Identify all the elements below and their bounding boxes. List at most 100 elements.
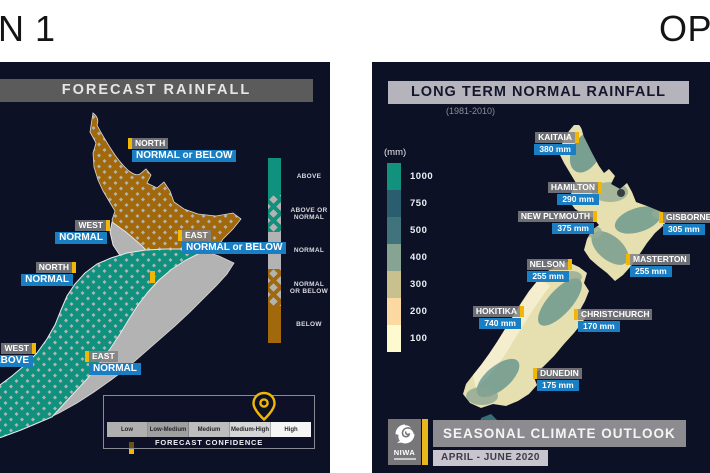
city-label-kaitaia: KAITAIA 380 mm	[534, 132, 579, 155]
outlook-period: APRIL - JUNE 2020	[433, 450, 548, 466]
option-1-title: N 1	[0, 8, 56, 49]
city-name: HAMILTON	[547, 182, 598, 193]
location-tick	[598, 182, 602, 193]
region-label-west-ni: WEST NORMAL	[55, 220, 110, 244]
niwa-swirl-icon	[395, 423, 415, 444]
location-tick	[32, 343, 36, 354]
confidence-level-low-medium: Low-Medium	[148, 422, 189, 437]
city-label-masterton: MASTERTON 255 mm	[626, 254, 690, 277]
city-label-dunedin: DUNEDIN 175 mm	[533, 368, 582, 391]
region-forecast: NORMAL or BELOW	[182, 242, 287, 254]
niwa-logo-subline	[393, 458, 416, 460]
region-label-east-ni: EAST NORMAL or BELOW	[178, 230, 287, 254]
confidence-title: FORECAST CONFIDENCE	[154, 438, 264, 447]
location-tick	[659, 212, 663, 223]
location-tick	[106, 220, 110, 231]
region-label-west-si: WEST ABOVE	[0, 343, 36, 367]
city-label-hokitika: HOKITIKA 740 mm	[472, 306, 524, 329]
region-name: EAST	[89, 351, 118, 362]
legend-item-below: BELOW	[268, 306, 329, 343]
scale-swatch-300	[387, 271, 401, 298]
city-rainfall: 290 mm	[557, 194, 599, 205]
region-forecast: ABOVE	[0, 355, 33, 367]
rainfall-color-scale: 1000 750 500 400 300 200 100	[387, 163, 433, 352]
region-label-north-si: NORTH NORMAL	[21, 262, 76, 286]
legend-item-above-or-normal: ABOVE OR NORMAL	[268, 195, 329, 232]
scale-value: 100	[410, 333, 428, 344]
scale-stop: 100	[387, 325, 433, 352]
confidence-scale: Low Low-Medium Medium Medium-High High	[107, 422, 311, 437]
city-name: NELSON	[526, 259, 568, 270]
city-label-hamilton: HAMILTON 290 mm	[547, 182, 602, 205]
confidence-level-medium: Medium	[189, 422, 230, 437]
scale-value: 300	[410, 279, 428, 290]
option-2-title: OPT	[659, 8, 710, 49]
city-name: MASTERTON	[630, 254, 690, 265]
location-tick	[626, 254, 630, 265]
location-tick	[85, 351, 89, 362]
location-tick	[128, 138, 132, 149]
region-label-east-si: EAST NORMAL	[85, 351, 141, 375]
confidence-level-low: Low	[107, 422, 148, 437]
scale-value: 500	[410, 225, 428, 236]
legend-swatch-above	[268, 158, 281, 195]
city-name: HOKITIKA	[472, 306, 520, 317]
map-location-mark	[150, 271, 155, 283]
location-tick	[574, 309, 578, 320]
location-tick	[72, 262, 76, 273]
location-tick	[593, 211, 597, 222]
city-name: GISBORNE	[663, 212, 710, 223]
scale-swatch-100	[387, 325, 401, 352]
city-rainfall: 255 mm	[630, 266, 672, 277]
scale-value: 750	[410, 198, 428, 209]
forecast-legend: ABOVE ABOVE OR NORMAL NORMAL NORMAL OR B…	[268, 158, 329, 343]
niwa-logo-text: NIWA	[393, 448, 416, 457]
scale-stop: 750	[387, 190, 433, 217]
region-name: WEST	[1, 343, 32, 354]
scale-value: 200	[410, 306, 428, 317]
region-name: NORTH	[132, 138, 169, 149]
scale-stop: 1000	[387, 163, 433, 190]
legend-label: ABOVE	[296, 173, 322, 180]
scale-stop: 500	[387, 217, 433, 244]
scale-swatch-200	[387, 298, 401, 325]
scale-unit-label: (mm)	[384, 147, 407, 158]
location-tick	[520, 306, 524, 317]
city-name: DUNEDIN	[537, 368, 582, 379]
scale-value: 400	[410, 252, 428, 263]
city-label-christchurch: CHRISTCHURCH 170 mm	[574, 309, 653, 332]
rainfall-map: <	[463, 125, 669, 427]
city-rainfall: 305 mm	[663, 224, 705, 235]
south-island-terrain-texture: <	[466, 271, 582, 405]
outlook-title: SEASONAL CLIMATE OUTLOOK	[433, 420, 686, 447]
scale-swatch-750	[387, 190, 401, 217]
region-name: NORTH	[35, 262, 72, 273]
confidence-level-high: High	[271, 422, 311, 437]
legend-label: NORMAL OR BELOW	[289, 280, 329, 295]
legend-swatch-below	[268, 306, 281, 343]
south-island-above-or-normal-region	[0, 248, 206, 439]
confidence-pin-icon	[252, 391, 276, 422]
legend-label: ABOVE OR NORMAL	[290, 206, 328, 221]
legend-label: BELOW	[296, 321, 322, 328]
long-term-rainfall-panel: < LONG TERM NORMAL RAINFALL (1981-2010) …	[372, 62, 710, 473]
city-rainfall: 170 mm	[578, 321, 620, 332]
legend-swatch-normal-or-below	[268, 269, 281, 306]
region-name: EAST	[182, 230, 211, 241]
location-tick	[575, 132, 579, 143]
location-tick	[533, 368, 537, 379]
city-name: CHRISTCHURCH	[578, 309, 653, 320]
climate-panel-title: LONG TERM NORMAL RAINFALL	[388, 81, 689, 104]
confidence-level-medium-high: Medium-High	[230, 422, 271, 437]
forecast-panel-title: FORECAST RAINFALL	[0, 79, 313, 102]
city-rainfall: 380 mm	[534, 144, 576, 155]
climate-panel-subtitle: (1981-2010)	[446, 106, 496, 116]
legend-item-above: ABOVE	[268, 158, 329, 195]
footer-accent-bar	[422, 419, 428, 465]
scale-stop: 300	[387, 271, 433, 298]
city-rainfall: 255 mm	[527, 271, 569, 282]
city-name: KAITAIA	[535, 132, 575, 143]
region-forecast: NORMAL or BELOW	[132, 150, 237, 162]
region-forecast: NORMAL	[21, 274, 73, 286]
